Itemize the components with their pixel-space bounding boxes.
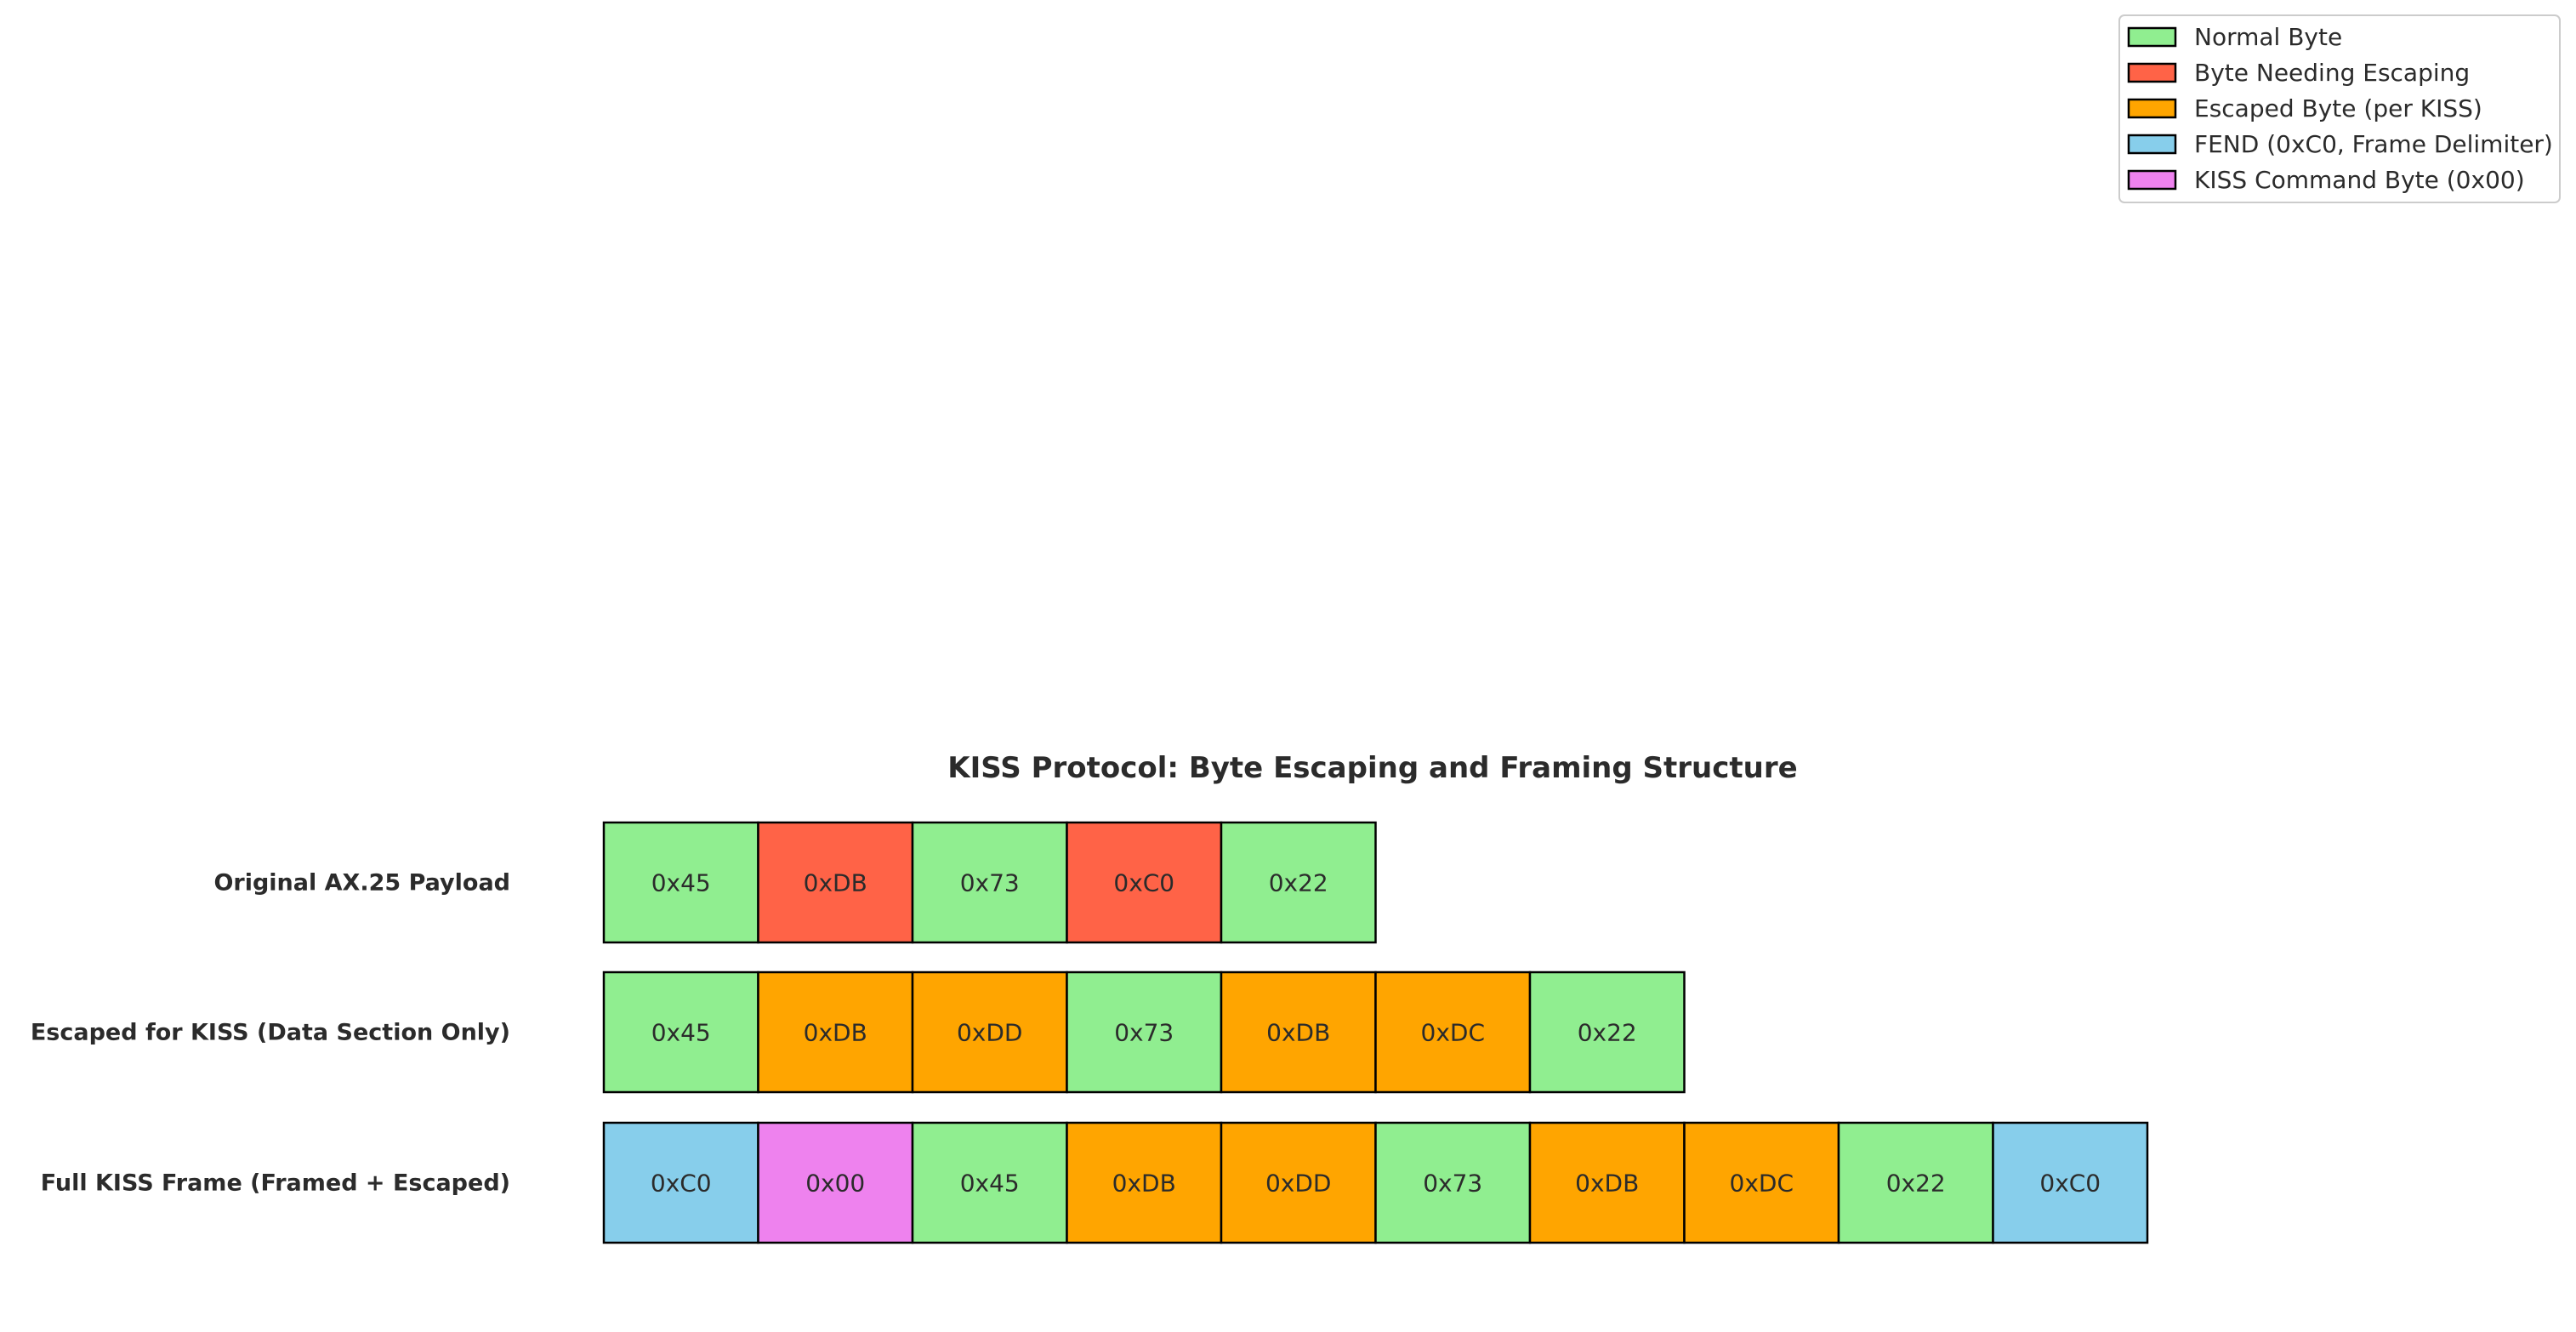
diagram-title: KISS Protocol: Byte Escaping and Framing…	[947, 751, 1797, 785]
byte-cell-fend	[1992, 1121, 2149, 1244]
legend-swatch-command	[2127, 169, 2177, 191]
legend-swatch-escape-needed	[2127, 62, 2177, 83]
byte-value: 0xC0	[651, 1170, 712, 1198]
byte-cell-escaped	[1066, 1121, 1223, 1244]
byte-value: 0x22	[1578, 1019, 1637, 1047]
byte-value: 0x22	[1886, 1170, 1946, 1198]
byte-value: 0xDC	[1730, 1170, 1794, 1198]
byte-value: 0x73	[1114, 1019, 1174, 1047]
legend-label: Escaped Byte (per KISS)	[2194, 94, 2482, 122]
byte-value: 0xDD	[957, 1019, 1023, 1047]
byte-cell-escaped	[1220, 1121, 1377, 1244]
byte-value: 0xC0	[2039, 1170, 2101, 1198]
byte-value: 0x45	[651, 1019, 711, 1047]
byte-cell-escaped	[911, 971, 1068, 1094]
byte-cell-escaped	[1528, 1121, 1686, 1244]
legend-frame	[2118, 14, 2561, 203]
byte-value: 0xC0	[1113, 869, 1174, 897]
byte-cell-normal	[1837, 1121, 1994, 1244]
byte-cell-normal	[602, 821, 759, 944]
byte-cell-normal	[911, 821, 1068, 944]
row-label: Escaped for KISS (Data Section Only)	[31, 1020, 510, 1046]
byte-cell-escaped	[757, 971, 914, 1094]
byte-cell-escaped	[1683, 1121, 1840, 1244]
legend-label: KISS Command Byte (0x00)	[2194, 166, 2525, 194]
byte-value: 0x73	[960, 869, 1020, 897]
byte-value: 0x45	[651, 869, 711, 897]
byte-value: 0xDB	[804, 1019, 867, 1047]
byte-cell-escaped	[1374, 971, 1532, 1094]
legend-label: Byte Needing Escaping	[2194, 59, 2470, 87]
byte-cell-normal	[1066, 971, 1223, 1094]
byte-cell-command	[757, 1121, 914, 1244]
byte-value: 0xDB	[804, 869, 867, 897]
byte-value: 0xDB	[1575, 1170, 1639, 1198]
legend-swatch-normal	[2127, 26, 2177, 48]
row-label: Full KISS Frame (Framed + Escaped)	[41, 1170, 510, 1197]
byte-cell-normal	[602, 971, 759, 1094]
legend-swatch-fend	[2127, 134, 2177, 155]
byte-value: 0x73	[1423, 1170, 1482, 1198]
row-label: Original AX.25 Payload	[213, 870, 510, 897]
byte-rows: Original AX.25 Payload 0x45 0xDB 0x73 0xC0 0x…	[31, 821, 2149, 1244]
byte-row: Original AX.25 Payload 0x45 0xDB 0x73 0xC0 0x…	[213, 821, 1377, 944]
byte-value: 0xDB	[1266, 1019, 1330, 1047]
byte-value: 0x22	[1269, 869, 1328, 897]
byte-cell-escape-needed	[757, 821, 914, 944]
byte-cell-normal	[911, 1121, 1068, 1244]
byte-value: 0xDD	[1265, 1170, 1332, 1198]
byte-cell-normal	[1220, 821, 1377, 944]
byte-cell-escape-needed	[1066, 821, 1223, 944]
byte-value: 0x00	[805, 1170, 865, 1198]
legend-label: Normal Byte	[2194, 23, 2342, 51]
byte-cell-normal	[1374, 1121, 1532, 1244]
byte-row: Full KISS Frame (Framed + Escaped) 0xC0 0x…	[41, 1121, 2149, 1244]
byte-value: 0x45	[960, 1170, 1020, 1198]
byte-value: 0xDC	[1421, 1019, 1486, 1047]
byte-cell-normal	[1528, 971, 1686, 1094]
byte-row: Escaped for KISS (Data Section Only) 0x45…	[31, 971, 1686, 1094]
legend-swatch-escaped	[2127, 98, 2177, 119]
byte-value: 0xDB	[1112, 1170, 1176, 1198]
byte-cell-fend	[602, 1121, 759, 1244]
byte-cell-escaped	[1220, 971, 1377, 1094]
legend-label: FEND (0xC0, Frame Delimiter)	[2194, 130, 2553, 158]
legend: Normal Byte Byte Needing Escaping Escaped …	[2118, 14, 2561, 203]
